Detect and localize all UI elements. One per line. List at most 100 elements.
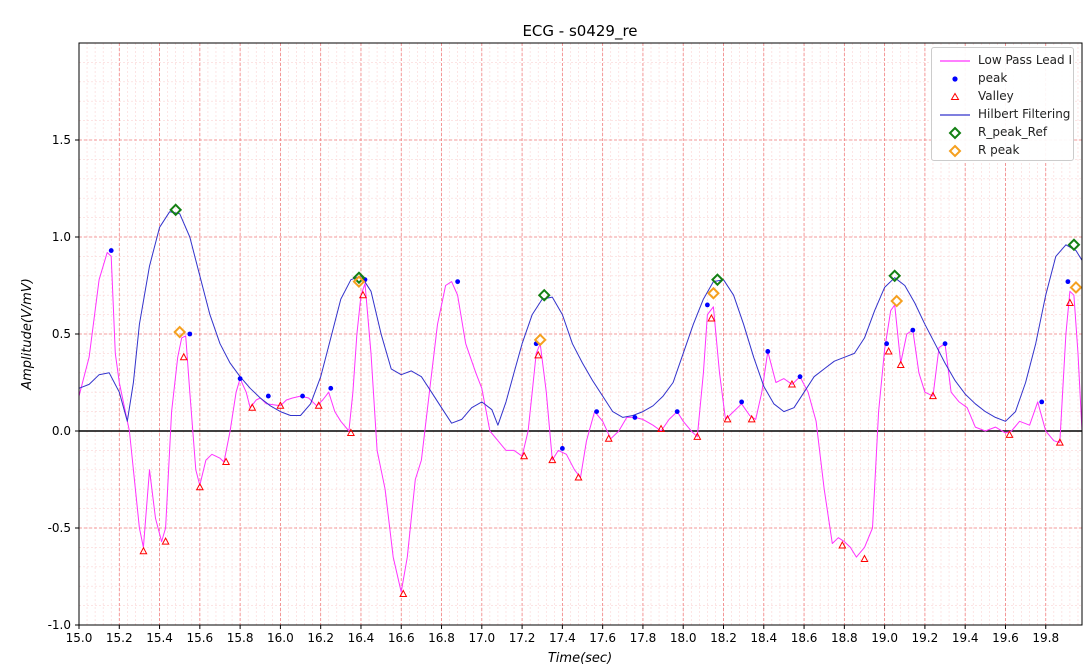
valley-point <box>604 434 613 442</box>
valley-point <box>346 428 355 436</box>
x-tick-label: 18.6 <box>791 631 818 645</box>
peak-point <box>1039 399 1045 405</box>
valley-point <box>723 414 732 423</box>
valley-point <box>248 403 257 411</box>
legend-item-valley: Valley <box>932 88 1075 106</box>
x-tick-label: 16.6 <box>388 631 415 645</box>
x-tick-label: 17.0 <box>468 631 495 645</box>
peak-point <box>942 341 948 347</box>
x-tick-label: 19.6 <box>992 631 1019 645</box>
x-tick-label: 19.0 <box>871 631 898 645</box>
r-peak-ref-marker <box>711 273 724 287</box>
r-peak-ref-marker <box>169 203 183 217</box>
valley-point <box>221 457 231 466</box>
legend-item-low-pass: Low Pass Lead I <box>932 52 1075 70</box>
x-tick-label: 16.2 <box>307 631 334 645</box>
x-tick-label: 16.0 <box>267 631 294 645</box>
peak-point <box>108 248 114 253</box>
peak-point <box>328 385 334 391</box>
valley-point <box>520 451 529 460</box>
legend: Low Pass Lead I peak Valley Hilbert Filt… <box>931 47 1074 161</box>
r-peak-ref-marker <box>537 288 551 302</box>
valley-point <box>787 379 797 388</box>
r-peak-marker <box>890 294 904 308</box>
peak-point <box>797 374 803 380</box>
x-tick-label: 17.2 <box>509 631 536 645</box>
valley-point <box>884 346 893 355</box>
y-tick-label: 1.0 <box>52 230 71 244</box>
peak-point <box>559 446 565 451</box>
r-peak-marker <box>533 333 547 347</box>
legend-label: Valley <box>978 89 1014 103</box>
valley-point <box>860 554 869 563</box>
legend-label: R_peak_Ref <box>978 125 1048 139</box>
legend-diamond-icon <box>948 144 962 158</box>
legend-label: Hilbert Filtering <box>978 107 1071 121</box>
r-peak-ref-marker <box>1067 238 1081 252</box>
x-axis: 15.0 15.2 15.4 15.6 15.8 16.0 16.2 16.4 16.6 16.8… <box>66 625 1059 645</box>
valley-point <box>657 424 666 433</box>
chart-title: ECG - s0429_re <box>522 22 637 41</box>
y-tick-label: 1.5 <box>52 133 71 147</box>
x-tick-label: 18.4 <box>750 631 777 645</box>
x-tick-label: 19.2 <box>912 631 939 645</box>
valley-point <box>534 350 543 359</box>
r-peak-marker <box>352 275 366 289</box>
x-tick-label: 17.4 <box>549 631 576 645</box>
legend-item-peak: peak <box>932 70 1075 88</box>
legend-item-hilbert: Hilbert Filtering <box>932 106 1075 124</box>
x-tick-label: 17.6 <box>589 631 616 645</box>
r-peak-marker <box>707 286 720 300</box>
peak-point <box>674 409 680 414</box>
legend-line-icon <box>940 114 970 116</box>
peak-point <box>739 399 745 405</box>
valley-point <box>693 432 702 440</box>
x-tick-label: 15.8 <box>227 631 254 645</box>
x-tick-label: 16.4 <box>348 631 375 645</box>
legend-triangle-icon <box>950 92 960 100</box>
r-peak-marker <box>1069 281 1083 294</box>
valley-point <box>1005 430 1014 438</box>
low-pass-line <box>78 252 1083 593</box>
peak-point <box>1065 279 1071 285</box>
r-peak-ref-marker <box>352 271 366 285</box>
valley-point <box>707 313 716 322</box>
x-tick-label: 16.8 <box>428 631 455 645</box>
legend-item-r-peak-ref: R_peak_Ref <box>932 124 1075 142</box>
peak-point <box>704 302 710 308</box>
x-tick-label: 18.8 <box>831 631 858 645</box>
x-tick-label: 18.2 <box>710 631 737 645</box>
valley-point <box>195 482 204 491</box>
peak-point <box>300 393 305 399</box>
valley-point <box>574 472 583 481</box>
x-tick-label: 15.6 <box>186 631 213 645</box>
valley-point <box>928 391 937 400</box>
peak-point <box>265 393 271 399</box>
peak-point <box>455 279 461 285</box>
x-tick-label: 15.4 <box>146 631 173 645</box>
r-peak-marker <box>173 325 187 339</box>
y-tick-label: -0.5 <box>48 521 71 535</box>
peak-point <box>884 341 890 347</box>
x-tick-label: 19.4 <box>952 631 979 645</box>
peak-point <box>187 331 193 337</box>
valley-point <box>1055 438 1064 446</box>
y-axis: -1.0 -0.5 0.0 0.5 1.0 1.5 <box>48 133 79 632</box>
legend-dot-icon <box>952 76 958 82</box>
legend-diamond-icon <box>948 126 962 140</box>
valley-point <box>747 414 756 423</box>
legend-label: Low Pass Lead I <box>978 53 1072 67</box>
legend-label: R peak <box>978 143 1020 157</box>
peak-point <box>237 376 243 382</box>
peak-point <box>594 409 600 414</box>
legend-line-icon <box>940 60 970 62</box>
x-tick-label: 15.2 <box>106 631 133 645</box>
x-tick-label: 17.8 <box>630 631 657 645</box>
valley-point <box>1065 298 1074 306</box>
x-axis-label: Time(sec) <box>548 651 612 666</box>
peak-point <box>910 327 916 333</box>
valley-point <box>548 455 557 464</box>
y-axis-label: Amplitude(V/mV) <box>20 278 35 391</box>
valley-point <box>161 537 170 545</box>
